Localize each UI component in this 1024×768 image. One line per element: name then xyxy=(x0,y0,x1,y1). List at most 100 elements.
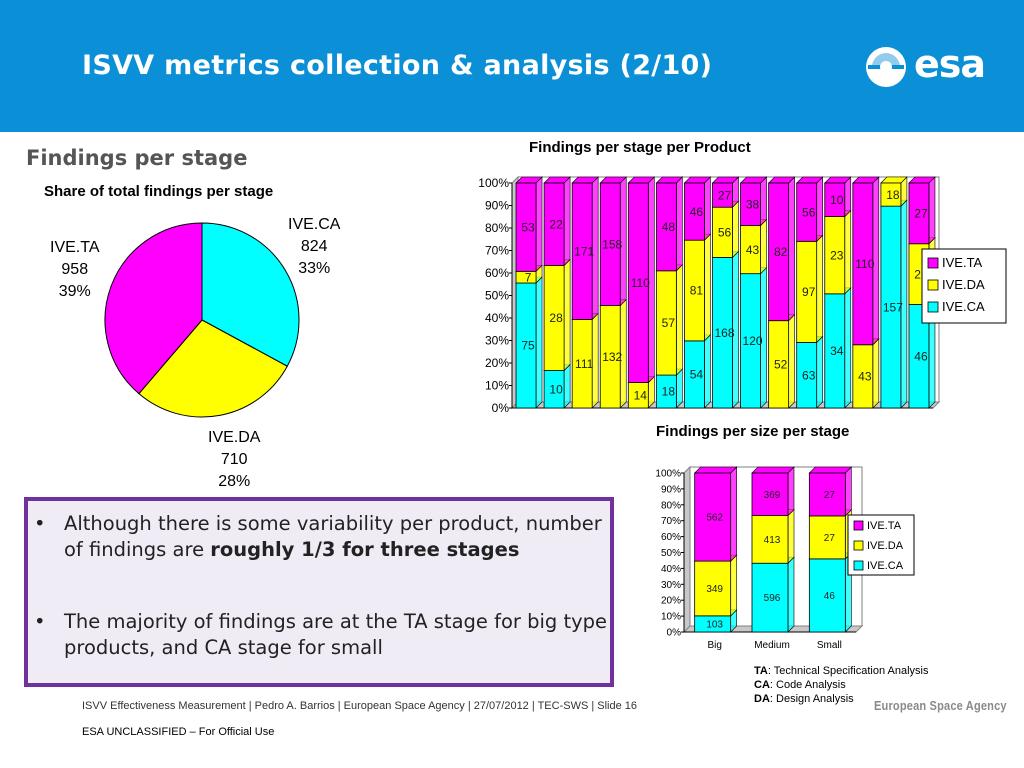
bar-segment-top xyxy=(711,251,740,258)
bar-segment-top xyxy=(711,176,740,184)
bar-segment-side xyxy=(619,298,627,409)
bar-segment-side xyxy=(845,466,852,517)
chart1-title: Findings per stage per Product xyxy=(529,139,751,156)
bar-segment-side xyxy=(928,237,936,306)
bar-data-label: 596 xyxy=(764,593,781,604)
bar-segment-side xyxy=(704,233,711,342)
legend-swatch xyxy=(927,301,939,313)
footer-agency-logo: European Space Agency xyxy=(874,698,1007,713)
bar-data-label: 43 xyxy=(746,243,760,257)
bar-data-label: 110 xyxy=(631,276,650,290)
bar-segment xyxy=(694,615,732,633)
bar-segment-top xyxy=(571,176,599,184)
legend-box xyxy=(921,248,1007,324)
bar-segment-top xyxy=(571,313,599,320)
bar-data-label: 157 xyxy=(883,300,903,314)
bar-segment-side xyxy=(619,176,627,307)
bar-segment-top xyxy=(599,176,627,184)
y-tick-label: 50% xyxy=(661,548,681,559)
bar-segment xyxy=(908,182,930,245)
bar-segment-top xyxy=(515,176,543,184)
bar-data-label: 28 xyxy=(549,311,563,325)
y-tick-label: 80% xyxy=(485,221,509,235)
bar-segment xyxy=(571,319,593,409)
bar-data-label: 63 xyxy=(802,368,816,382)
bar-segment-top xyxy=(543,259,571,266)
y-tick-label: 0% xyxy=(667,628,682,639)
y-tick-label: 20% xyxy=(661,596,681,607)
y-tick-label: 30% xyxy=(485,334,509,348)
bar-segment-side xyxy=(704,176,711,241)
bar-segment xyxy=(768,320,790,409)
pie-label-da: IVE.DA 710 28% xyxy=(208,427,260,493)
pie-label-value: 958 xyxy=(61,261,89,278)
pie-caption: Share of total findings per stage xyxy=(44,183,274,200)
bar-segment-side xyxy=(872,176,880,346)
legend-label: IVE.CA xyxy=(942,299,985,314)
bar-segment-side xyxy=(535,264,543,284)
bar-data-label: 27 xyxy=(824,533,836,544)
bar-segment-side xyxy=(563,363,571,409)
bar-segment-top xyxy=(751,556,795,564)
bullet-marker: • xyxy=(34,610,46,633)
bar-segment xyxy=(599,305,621,409)
bar-data-label: 18 xyxy=(662,385,676,399)
bar-data-label: 46 xyxy=(690,205,704,219)
bar-segment-side xyxy=(676,368,683,409)
bar-segment-top xyxy=(908,237,936,245)
bar-segment-top xyxy=(795,235,824,242)
bar-segment xyxy=(543,265,565,371)
abbr-text: : Design Analysis xyxy=(769,693,854,705)
bar-segment xyxy=(515,282,537,409)
bar-segment-side xyxy=(816,234,824,344)
bar-segment-top xyxy=(627,376,656,383)
bar-data-label: 43 xyxy=(858,370,872,384)
bar-data-label: 18 xyxy=(886,188,900,202)
bar-segment-top xyxy=(543,364,571,371)
abbr-text: : Technical Specification Analysis xyxy=(767,665,929,677)
bar-segment-side xyxy=(900,176,908,207)
bar-segment-top xyxy=(751,509,795,516)
bar-data-label: 56 xyxy=(718,226,732,240)
bar-segment-side xyxy=(591,176,599,321)
bar-data-label: 132 xyxy=(602,350,622,364)
bar-data-label: 369 xyxy=(764,490,781,501)
bar-data-label: 34 xyxy=(830,344,844,358)
chart-side-wall xyxy=(511,175,519,410)
bar-segment-side xyxy=(704,334,711,409)
bar-data-label: 10 xyxy=(549,382,563,396)
abbr-ta: TA: Technical Specification Analysis xyxy=(754,664,928,678)
bar-segment xyxy=(712,257,733,409)
bar-data-label: 97 xyxy=(802,285,816,299)
bar-segment xyxy=(712,206,733,258)
bar-data-label: 168 xyxy=(714,326,734,340)
bar-data-label: 171 xyxy=(574,244,594,258)
bar-segment xyxy=(515,182,537,272)
bar-segment-top xyxy=(751,466,795,474)
bar-segment-top xyxy=(808,466,853,474)
bar-segment xyxy=(824,216,846,295)
bar-segment xyxy=(808,558,846,633)
y-tick-label: 10% xyxy=(661,612,681,623)
bar-segment xyxy=(808,472,846,517)
bar-segment xyxy=(655,374,677,409)
bar-segment-side xyxy=(563,258,571,372)
bar-segment-top xyxy=(808,552,853,560)
bar-data-label: 75 xyxy=(521,339,535,353)
bar-segment xyxy=(751,472,789,516)
bar-segment xyxy=(768,182,790,322)
bar-segment-top xyxy=(693,466,738,474)
bar-segment-side xyxy=(844,287,852,409)
bar-data-label: 111 xyxy=(575,357,594,371)
legend-label: IVE.CA xyxy=(867,560,904,572)
bar-data-label: 27 xyxy=(824,490,836,501)
bar-segment-side xyxy=(928,297,936,409)
bar-segment-top xyxy=(627,176,656,184)
bar-segment xyxy=(627,382,649,409)
bar-data-label: 103 xyxy=(706,619,723,630)
abbr-key: CA xyxy=(754,679,770,691)
bar-data-label: 10 xyxy=(830,193,844,207)
bar-segment-top xyxy=(767,314,796,321)
bar-data-label: 54 xyxy=(690,368,704,382)
bar-segment-side xyxy=(787,466,795,517)
